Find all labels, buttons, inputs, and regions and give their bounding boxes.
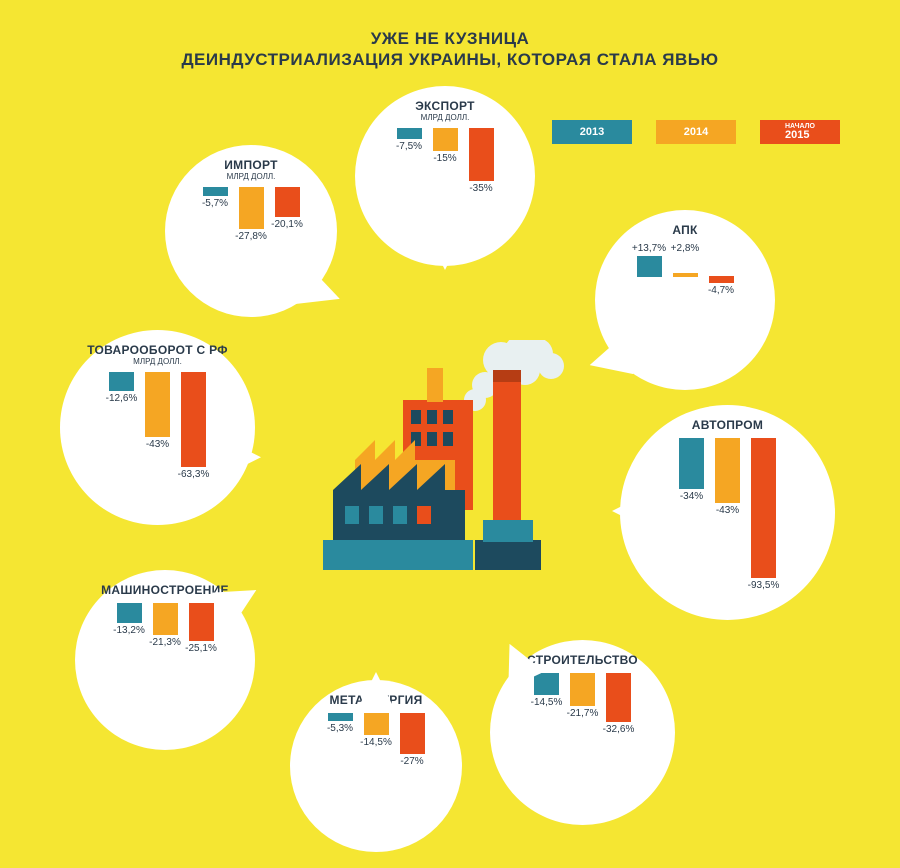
bar-label: -32,6% bbox=[603, 724, 635, 735]
title-line-2: ДЕИНДУСТРИАЛИЗАЦИЯ УКРАИНЫ, КОТОРАЯ СТАЛ… bbox=[0, 49, 900, 70]
bar-label: -20,1% bbox=[271, 219, 303, 230]
legend-item: 2013 bbox=[552, 120, 632, 144]
bubble-title: ТОВАРООБОРОТ С РФ bbox=[87, 344, 228, 357]
legend-item: 2014 bbox=[656, 120, 736, 144]
bar: -43% bbox=[713, 438, 743, 516]
bar: +2,8% bbox=[670, 243, 700, 277]
bar: -34% bbox=[677, 438, 707, 502]
bubble-subtitle: МЛРД ДОЛЛ. bbox=[421, 113, 470, 122]
bubble-auto: АВТОПРОМ -34% -43% -93,5% bbox=[620, 405, 835, 620]
bubble-title: АПК bbox=[672, 224, 697, 237]
bar: -21,7% bbox=[568, 673, 598, 719]
bar: -15% bbox=[430, 128, 460, 164]
bubble-metal: МЕТАЛЛУРГИЯ -5,3% -14,5% -27% bbox=[290, 680, 462, 852]
legend-item: НАЧАЛО2015 bbox=[760, 120, 840, 144]
bar-label: +2,8% bbox=[671, 243, 700, 254]
bar-label: -27,8% bbox=[235, 231, 267, 242]
bubble-subtitle: МЛРД ДОЛЛ. bbox=[133, 357, 182, 366]
bar-chart: -12,6% -43% -63,3% bbox=[107, 372, 209, 480]
bubble-title: ЭКСПОРТ bbox=[415, 100, 475, 113]
bar: -14,5% bbox=[532, 673, 562, 708]
bar-label: -5,3% bbox=[327, 723, 353, 734]
bar: -13,2% bbox=[114, 603, 144, 636]
bar: -12,6% bbox=[107, 372, 137, 404]
bar-label: -7,5% bbox=[396, 141, 422, 152]
bubble-title: ИМПОРТ bbox=[224, 159, 278, 172]
bubble-constr: СТРОИТЕЛЬСТВО -14,5% -21,7% -32,6% bbox=[490, 640, 675, 825]
bar-label: -5,7% bbox=[202, 198, 228, 209]
bar: -5,7% bbox=[200, 187, 230, 209]
bubble-title: СТРОИТЕЛЬСТВО bbox=[527, 654, 638, 667]
bar-label: -43% bbox=[146, 439, 169, 450]
bar-label: -63,3% bbox=[178, 469, 210, 480]
bar-label: -43% bbox=[716, 505, 739, 516]
bubble-export: ЭКСПОРТМЛРД ДОЛЛ. -7,5% -15% -35% bbox=[355, 86, 535, 266]
bar: -5,3% bbox=[325, 713, 355, 734]
bubble-apk: АПК +13,7% +2,8% -4,7% bbox=[595, 210, 775, 390]
bubble-title: МЕТАЛЛУРГИЯ bbox=[329, 694, 422, 707]
bar-label: -35% bbox=[469, 183, 492, 194]
bar-label: -21,3% bbox=[149, 637, 181, 648]
bar: -4,7% bbox=[706, 243, 736, 296]
bar-label: -93,5% bbox=[748, 580, 780, 591]
bar-chart: -5,3% -14,5% -27% bbox=[325, 713, 427, 767]
legend: 2013 2014 НАЧАЛО2015 bbox=[552, 120, 840, 144]
bar: -21,3% bbox=[150, 603, 180, 648]
bar-label: -27% bbox=[400, 756, 423, 767]
bar: -35% bbox=[466, 128, 496, 194]
bar-chart: -13,2% -21,3% -25,1% bbox=[114, 603, 216, 654]
bubble-mech: МАШИНОСТРОЕНИЕ -13,2% -21,3% -25,1% bbox=[75, 570, 255, 750]
bar: -20,1% bbox=[272, 187, 302, 230]
bubble-trade: ТОВАРООБОРОТ С РФМЛРД ДОЛЛ. -12,6% -43% -63… bbox=[60, 330, 255, 525]
bar-label: -4,7% bbox=[708, 285, 734, 296]
bubble-title: АВТОПРОМ bbox=[692, 419, 763, 432]
bar-label: -14,5% bbox=[531, 697, 563, 708]
bar-chart: +13,7% +2,8% -4,7% bbox=[634, 243, 736, 296]
bar: -63,3% bbox=[179, 372, 209, 480]
bubble-title: МАШИНОСТРОЕНИЕ bbox=[101, 584, 229, 597]
bar-label: -12,6% bbox=[106, 393, 138, 404]
bar: -43% bbox=[143, 372, 173, 450]
bar-chart: -5,7% -27,8% -20,1% bbox=[200, 187, 302, 242]
bar: -14,5% bbox=[361, 713, 391, 748]
page-title: УЖЕ НЕ КУЗНИЦА ДЕИНДУСТРИАЛИЗАЦИЯ УКРАИН… bbox=[0, 0, 900, 71]
bar-chart: -7,5% -15% -35% bbox=[394, 128, 496, 194]
bar-chart: -34% -43% -93,5% bbox=[677, 438, 779, 591]
bar-label: -21,7% bbox=[567, 708, 599, 719]
bar: -32,6% bbox=[604, 673, 634, 735]
bar: +13,7% bbox=[634, 243, 664, 277]
bar-chart: -14,5% -21,7% -32,6% bbox=[532, 673, 634, 735]
bar: -7,5% bbox=[394, 128, 424, 152]
bar: -93,5% bbox=[749, 438, 779, 591]
factory-illustration bbox=[315, 340, 595, 580]
bar: -25,1% bbox=[186, 603, 216, 654]
title-line-1: УЖЕ НЕ КУЗНИЦА bbox=[0, 28, 900, 49]
bar-label: -25,1% bbox=[185, 643, 217, 654]
bar-label: +13,7% bbox=[632, 243, 666, 254]
bar-label: -14,5% bbox=[360, 737, 392, 748]
bar-label: -34% bbox=[680, 491, 703, 502]
bar: -27% bbox=[397, 713, 427, 767]
bar: -27,8% bbox=[236, 187, 266, 242]
bubble-subtitle: МЛРД ДОЛЛ. bbox=[227, 172, 276, 181]
bubble-import: ИМПОРТМЛРД ДОЛЛ. -5,7% -27,8% -20,1% bbox=[165, 145, 337, 317]
bar-label: -15% bbox=[433, 153, 456, 164]
bar-label: -13,2% bbox=[113, 625, 145, 636]
